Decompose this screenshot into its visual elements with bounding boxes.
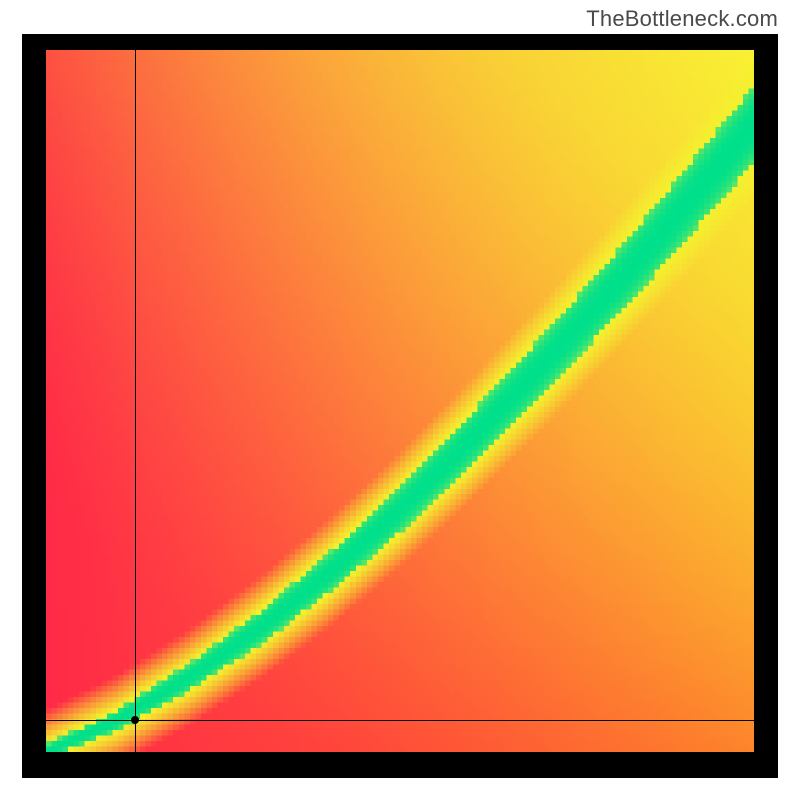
heatmap-plot <box>46 50 754 752</box>
heatmap-canvas <box>46 50 754 752</box>
plot-frame <box>22 34 778 778</box>
watermark-text: TheBottleneck.com <box>586 6 778 32</box>
